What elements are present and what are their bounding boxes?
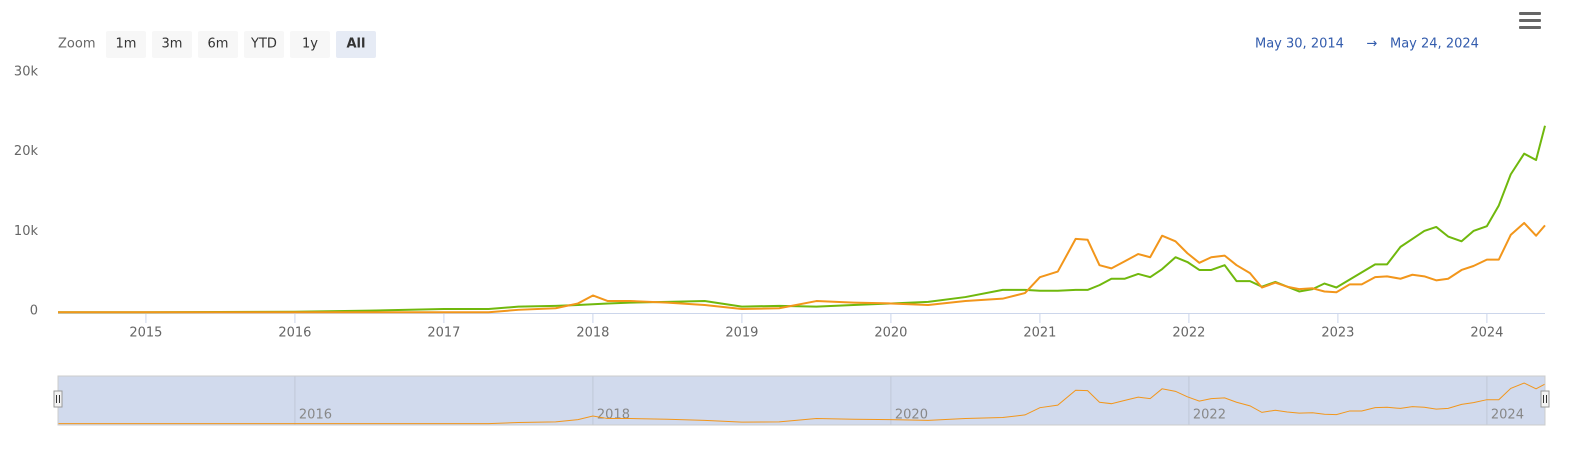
zoom-button[interactable]: YTD (244, 31, 284, 58)
menu-bar (1519, 26, 1541, 29)
zoom-button-bg (290, 31, 330, 58)
navigator-line (58, 382, 1546, 425)
range-from: May 30, 2014 (1255, 37, 1344, 52)
y-tick-label: 0 (30, 304, 38, 319)
zoom-button-bg (244, 31, 284, 58)
zoom-button-bg (336, 31, 376, 58)
zoom-button[interactable]: 1m (106, 31, 146, 58)
menu-bar (1519, 19, 1541, 22)
x-tick-label: 2023 (1321, 326, 1354, 341)
zoom-button[interactable]: 3m (152, 31, 192, 58)
menu-icon[interactable] (1519, 12, 1541, 29)
x-tick-label: 2015 (129, 326, 162, 341)
zoom-button-bg (106, 31, 146, 58)
zoom-label: Zoom (58, 37, 95, 52)
zoom-button-bg (152, 31, 192, 58)
x-tick-label: 2018 (576, 326, 609, 341)
navigator-tick-label: 2022 (1193, 408, 1226, 423)
x-tick-label: 2021 (1023, 326, 1056, 341)
x-tick-label: 2020 (874, 326, 907, 341)
handle-body (1540, 390, 1550, 408)
zoom-button-label: 1y (302, 37, 318, 52)
x-tick-label: 2017 (427, 326, 460, 341)
zoom-button[interactable]: 1y (290, 31, 330, 58)
navigator-tick-label: 2016 (299, 408, 332, 423)
navigator-tick-label: 2020 (895, 408, 928, 423)
zoom-button-label: All (347, 37, 366, 52)
zoom-button-label: 6m (208, 37, 229, 52)
zoom-button-label: 3m (162, 37, 183, 52)
navigator-handle[interactable] (1540, 390, 1550, 408)
navigator-mask (58, 376, 1545, 425)
zoom-button-label: YTD (250, 37, 277, 52)
range-to: May 24, 2024 (1390, 37, 1479, 52)
navigator: 2016 2018 2020 2022 2024 (57, 375, 1546, 426)
menu-bar (1519, 12, 1541, 15)
x-tick-label: 2022 (1172, 326, 1205, 341)
zoom-button[interactable]: 6m (198, 31, 238, 58)
range-separator: → (1367, 37, 1378, 52)
navigator-handle[interactable] (53, 390, 63, 408)
y-tick-label: 10k (14, 224, 39, 239)
x-tick-label: 2016 (278, 326, 311, 341)
x-tick-label: 2024 (1470, 326, 1503, 341)
x-tick-label: 2019 (725, 326, 758, 341)
series-line (58, 221, 1546, 314)
navigator-tick-label: 2018 (597, 408, 630, 423)
zoom-button[interactable]: All (336, 31, 376, 58)
handle-body (53, 390, 63, 408)
zoom-button-bg (198, 31, 238, 58)
y-tick-label: 20k (14, 144, 39, 159)
zoom-button-label: 1m (116, 37, 137, 52)
series-line (58, 125, 1546, 314)
navigator-tick-label: 2024 (1491, 408, 1524, 423)
y-tick-label: 30k (14, 65, 39, 80)
